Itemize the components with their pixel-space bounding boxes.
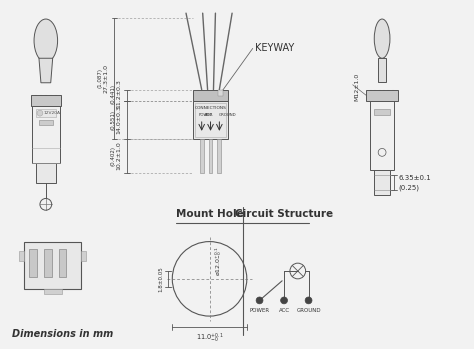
Circle shape: [281, 297, 288, 304]
Text: ACC: ACC: [279, 308, 290, 313]
Ellipse shape: [34, 19, 57, 62]
Ellipse shape: [374, 19, 390, 58]
Bar: [374, 170, 390, 194]
Text: KEYWAY: KEYWAY: [255, 43, 294, 53]
Bar: [44, 250, 52, 277]
Polygon shape: [39, 58, 53, 83]
Bar: [209, 139, 212, 173]
Bar: [31, 95, 61, 106]
Text: (0.441): (0.441): [110, 83, 116, 104]
Circle shape: [37, 110, 43, 116]
Bar: [29, 250, 37, 277]
Bar: [370, 102, 394, 170]
Text: M12±1.0: M12±1.0: [355, 73, 360, 101]
Bar: [193, 90, 228, 102]
Text: 12V20A: 12V20A: [44, 111, 61, 115]
Text: (0.551): (0.551): [110, 110, 116, 130]
Text: CONNECTIONS: CONNECTIONS: [195, 106, 227, 110]
Bar: [193, 102, 228, 139]
Bar: [19, 251, 24, 261]
Text: POWER: POWER: [249, 308, 270, 313]
Polygon shape: [378, 58, 386, 82]
Text: (0.402): (0.402): [110, 146, 116, 166]
Text: 14.0±0.3: 14.0±0.3: [116, 106, 121, 134]
Bar: [39, 120, 53, 125]
Bar: [59, 250, 66, 277]
Bar: [24, 242, 81, 289]
Text: 10.2±1.0: 10.2±1.0: [116, 141, 121, 170]
Text: POWER: POWER: [199, 113, 213, 117]
Text: (1.087): (1.087): [98, 68, 103, 88]
Text: 27.3±1.0: 27.3±1.0: [103, 64, 109, 93]
Bar: [81, 251, 86, 261]
Bar: [36, 109, 55, 117]
Text: 11.2±0.3: 11.2±0.3: [116, 79, 121, 108]
Circle shape: [256, 297, 263, 304]
Bar: [219, 90, 223, 96]
Text: Dimensions in mm: Dimensions in mm: [12, 329, 114, 339]
Bar: [366, 90, 398, 102]
Text: GROUND: GROUND: [219, 113, 236, 117]
Bar: [44, 289, 62, 294]
Text: Circuit Structure: Circuit Structure: [235, 209, 333, 219]
Text: ACC: ACC: [205, 113, 212, 117]
Bar: [374, 109, 390, 115]
Text: (0.25): (0.25): [399, 185, 420, 191]
Text: Mount Hole: Mount Hole: [176, 209, 244, 219]
Text: 6.35±0.1: 6.35±0.1: [399, 175, 431, 181]
Bar: [32, 106, 60, 163]
Text: 11.0$^{+0.1}_{-0}$: 11.0$^{+0.1}_{-0}$: [196, 332, 223, 345]
Circle shape: [305, 297, 312, 304]
Text: GROUND: GROUND: [296, 308, 321, 313]
Bar: [36, 163, 55, 183]
Text: 1.8±0.05: 1.8±0.05: [158, 266, 164, 292]
Text: ø12.0$^{+0.1}_{-0}$: ø12.0$^{+0.1}_{-0}$: [213, 246, 224, 276]
Bar: [200, 139, 204, 173]
Bar: [195, 103, 226, 137]
Bar: [218, 139, 221, 173]
